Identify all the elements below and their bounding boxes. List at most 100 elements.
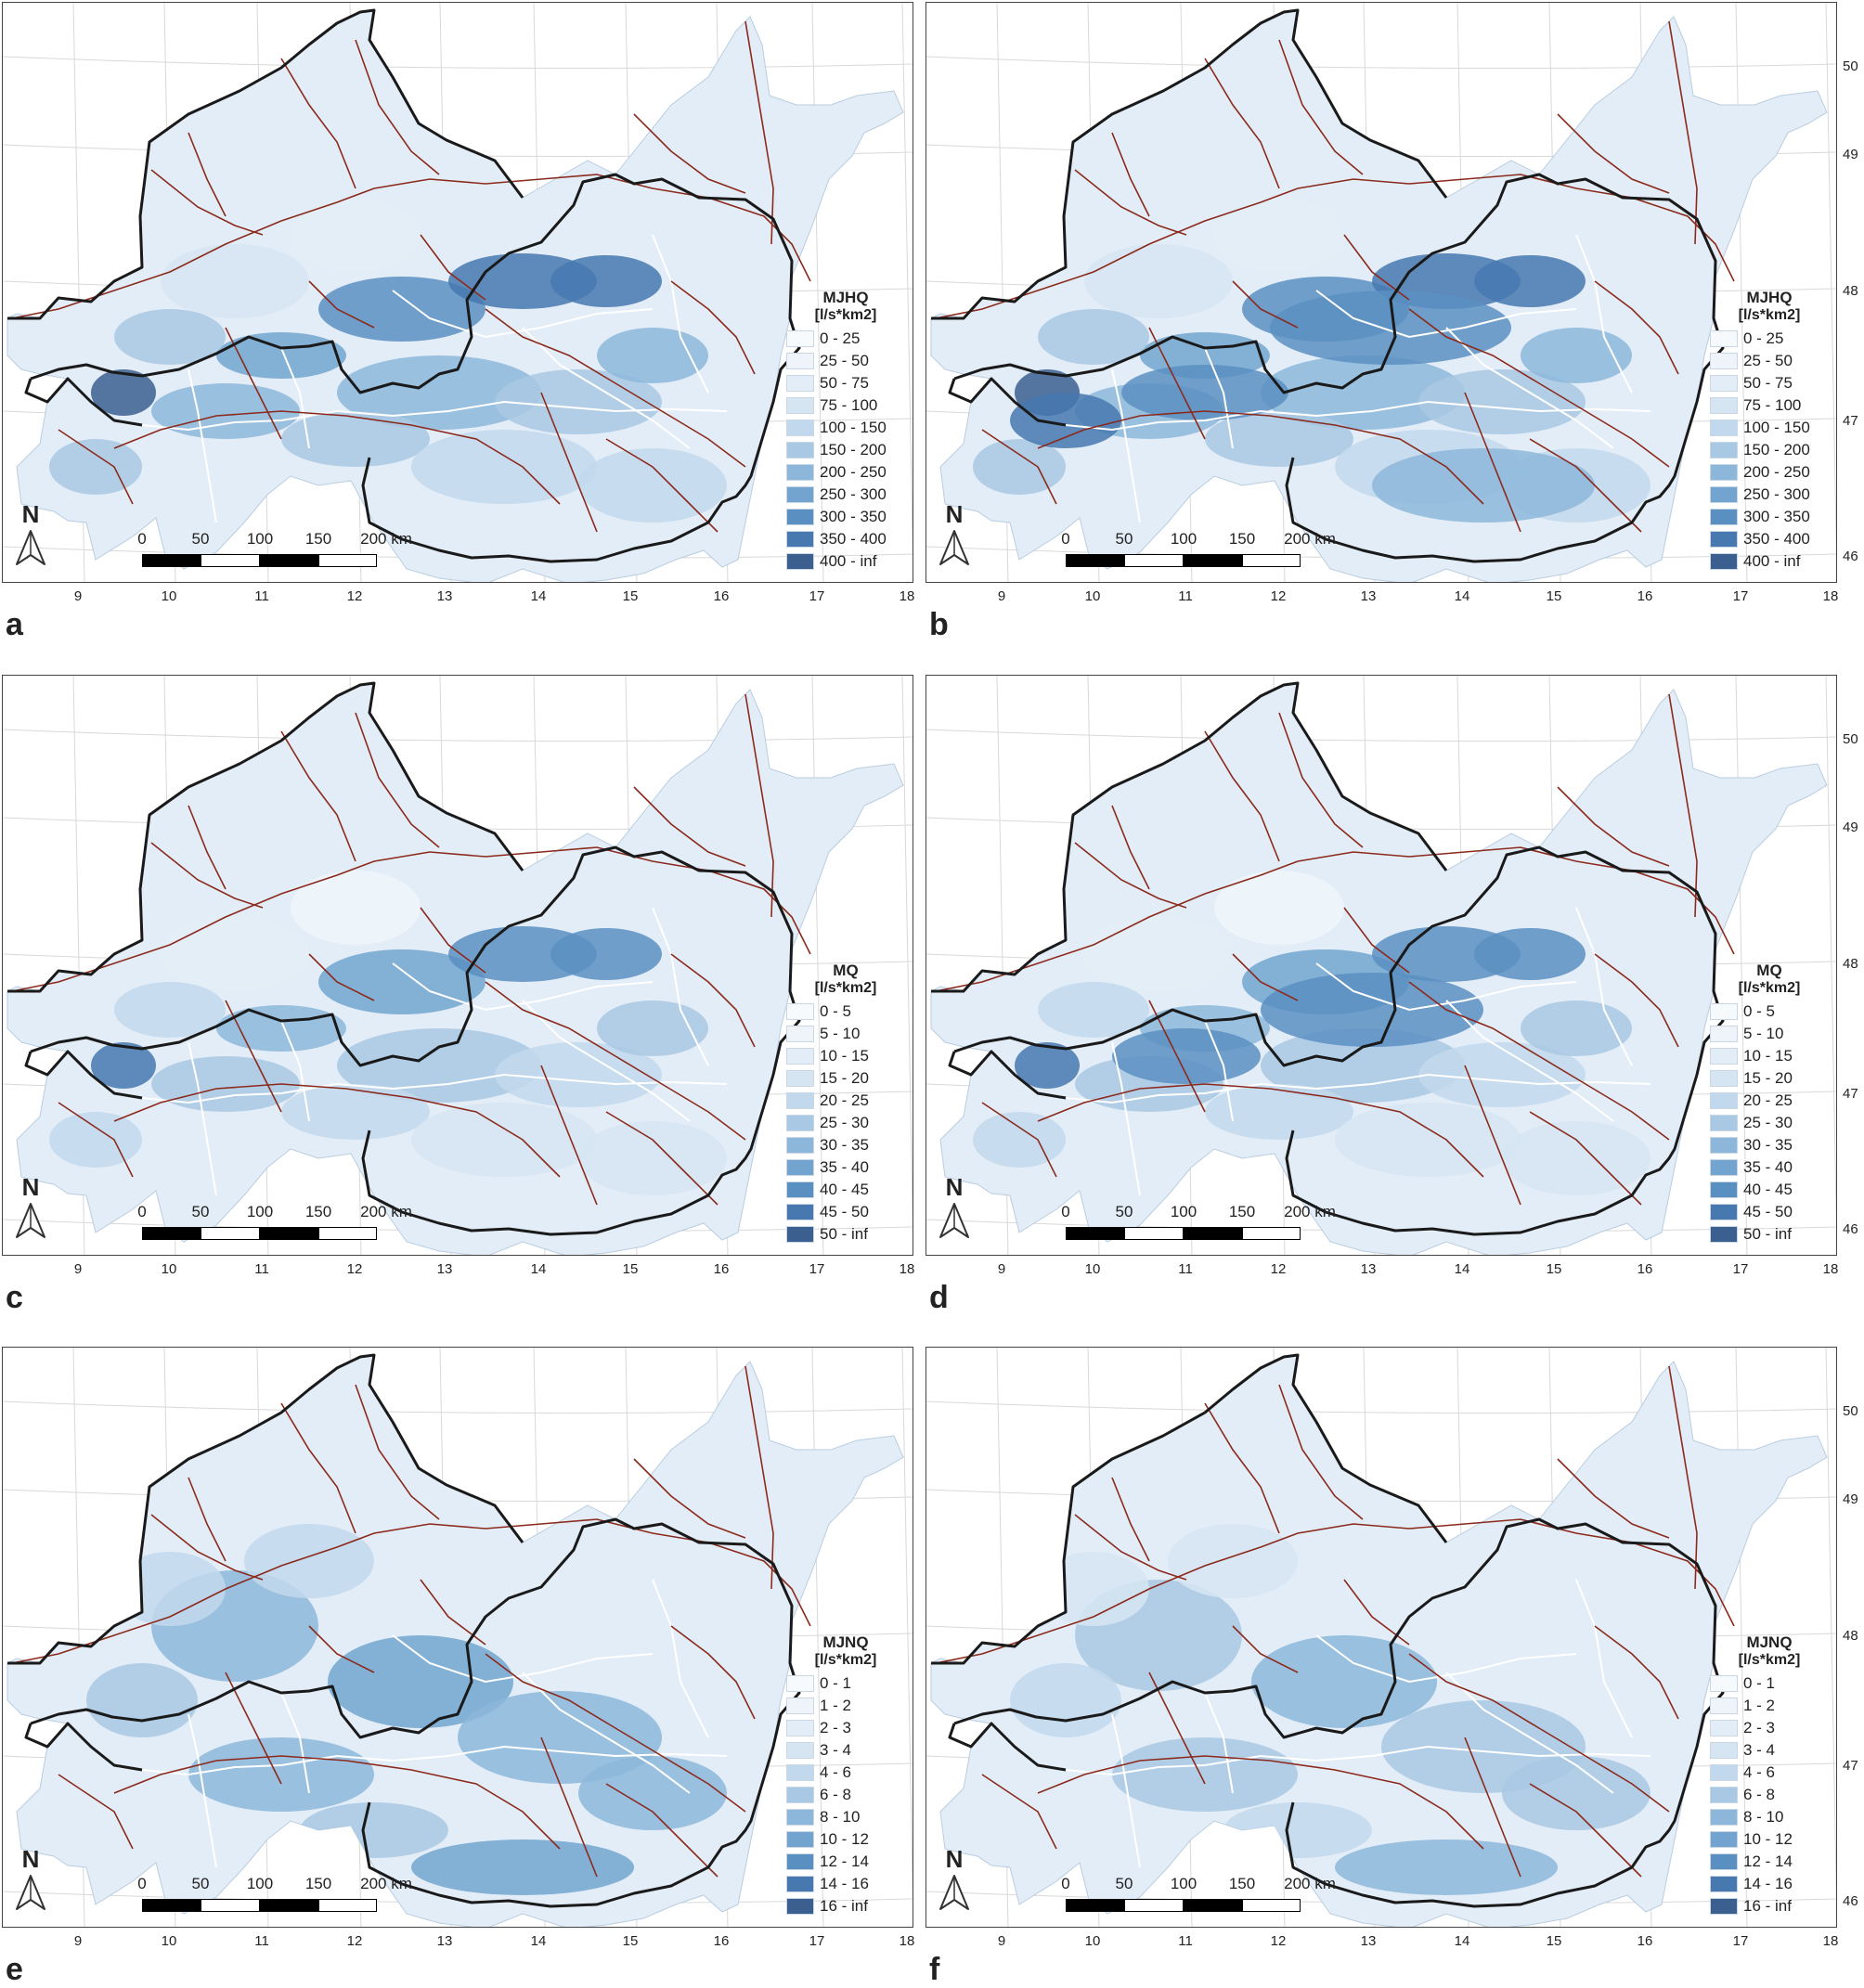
basin-map (926, 676, 1836, 1255)
parallel-line (3, 1401, 913, 1414)
scale-label: 200 km (1284, 1203, 1336, 1220)
river-line (633, 786, 746, 867)
subbasin-line (280, 347, 310, 449)
runoff-zone (216, 1005, 346, 1052)
subbasin-line (1111, 368, 1141, 523)
legend-label: 0 - 1 (820, 1674, 852, 1692)
legend-label: 15 - 20 (820, 1069, 869, 1087)
legend-swatch (786, 1159, 814, 1176)
scale-label: 150 (1228, 1203, 1256, 1220)
legend-label: 5 - 10 (1743, 1025, 1784, 1042)
legend-swatch (1710, 1226, 1738, 1243)
legend-item: 16 - inf (1710, 1895, 1829, 1917)
legend-swatch (786, 1898, 814, 1915)
river-line (605, 1111, 718, 1206)
legend-swatch (1710, 1159, 1738, 1176)
x-tick-label: 9 (997, 1933, 1006, 1949)
y-tick-label: 48 (1843, 956, 1858, 972)
river-line (1594, 953, 1679, 1048)
river-line (1668, 693, 1698, 918)
legend-swatch (1710, 442, 1738, 458)
legend-swatch (1710, 1070, 1738, 1087)
river-network (11, 20, 811, 533)
legend-item: 25 - 30 (1710, 1112, 1829, 1134)
legend-label: 350 - 400 (1743, 530, 1810, 548)
runoff-zone (550, 255, 662, 307)
legend-label: 100 - 150 (820, 419, 887, 436)
x-tick-label: 17 (809, 1261, 825, 1277)
subbasin-line (1445, 327, 1614, 449)
legend-label: 250 - 300 (820, 485, 887, 503)
country-borders (7, 8, 801, 563)
legend-item: 250 - 300 (786, 484, 905, 506)
x-tick-label: 18 (899, 1933, 915, 1949)
x-tick-label: 14 (1454, 1261, 1470, 1277)
legend-swatch (786, 330, 814, 347)
runoff-zone (1205, 411, 1353, 467)
x-tick-label: 17 (809, 588, 825, 604)
subbasin-line (1575, 234, 1633, 394)
runoff-zone (1270, 290, 1511, 365)
river-line (11, 1518, 811, 1664)
legend-label: 8 - 10 (1743, 1808, 1784, 1826)
scale-bar: 0 50 100 150 200 km (137, 1203, 412, 1244)
legend-swatch (786, 1675, 814, 1692)
legend-label: 6 - 8 (1743, 1786, 1776, 1803)
meridian-line (1735, 1348, 1748, 1927)
river-line (225, 1672, 282, 1785)
meridian-line (901, 1348, 913, 1904)
runoff-zone (114, 309, 226, 365)
legend-label: 45 - 50 (820, 1203, 869, 1220)
scale-label: 100 (1170, 530, 1197, 548)
river-network (935, 20, 1735, 533)
x-tick-label: 12 (1270, 588, 1287, 604)
north-label: N (945, 500, 964, 528)
x-tick-label: 15 (622, 588, 639, 604)
map-panel-c: N 0 50 100 150 200 km MQ [l/s*km2] 0 - 5 5 - 10 10… (2, 675, 913, 1256)
runoff-zone (1502, 1121, 1650, 1195)
subbasin-line (652, 1579, 709, 1738)
scale-label: 100 (246, 1875, 274, 1892)
legend-label: 1 - 2 (820, 1697, 852, 1714)
scale-segment (142, 554, 201, 567)
meridian-line (1825, 676, 1836, 1233)
river-line (1408, 981, 1670, 1141)
y-tick-label: 46 (1843, 1221, 1858, 1237)
legend-swatch (1710, 1675, 1738, 1692)
legend-swatch (786, 464, 814, 481)
x-tick-label: 14 (530, 588, 547, 604)
scale-segment (1124, 1899, 1184, 1912)
river-line (1074, 1514, 1187, 1581)
river-line (1464, 1065, 1521, 1206)
basin-map (3, 1348, 913, 1927)
scale-label: 150 (304, 1875, 332, 1892)
x-tick-label: 11 (254, 1261, 269, 1277)
legend-label: 16 - inf (820, 1897, 868, 1915)
river-line (1111, 1477, 1150, 1562)
legend-swatch (786, 509, 814, 525)
legend-item: 1 - 2 (1710, 1695, 1829, 1717)
north-label: N (21, 1173, 40, 1201)
north-label: N (21, 1845, 40, 1873)
scale-segment (201, 554, 260, 567)
river-line (1557, 786, 1670, 867)
legend-label: 20 - 25 (1743, 1091, 1793, 1109)
subbasin-line (1065, 1073, 1651, 1104)
river-line (113, 1755, 561, 1850)
legend-label: 45 - 50 (1743, 1203, 1793, 1220)
legend-item: 15 - 20 (1710, 1067, 1829, 1090)
y-tick-label: 49 (1843, 147, 1858, 162)
scale-segment (1066, 554, 1124, 567)
legend-swatch (1710, 1092, 1738, 1109)
legend-swatch (786, 442, 814, 458)
river-line (633, 113, 746, 194)
legend-item: 300 - 350 (786, 506, 905, 528)
river-line (670, 1625, 756, 1720)
border-line (931, 8, 1448, 320)
x-tick-label: 11 (1178, 1933, 1193, 1949)
runoff-zone (1084, 917, 1233, 991)
legend-label: 200 - 250 (1743, 463, 1810, 481)
legend-swatch (1710, 1742, 1738, 1759)
runoff-zone (1261, 355, 1465, 430)
legend-swatch (1710, 486, 1738, 503)
